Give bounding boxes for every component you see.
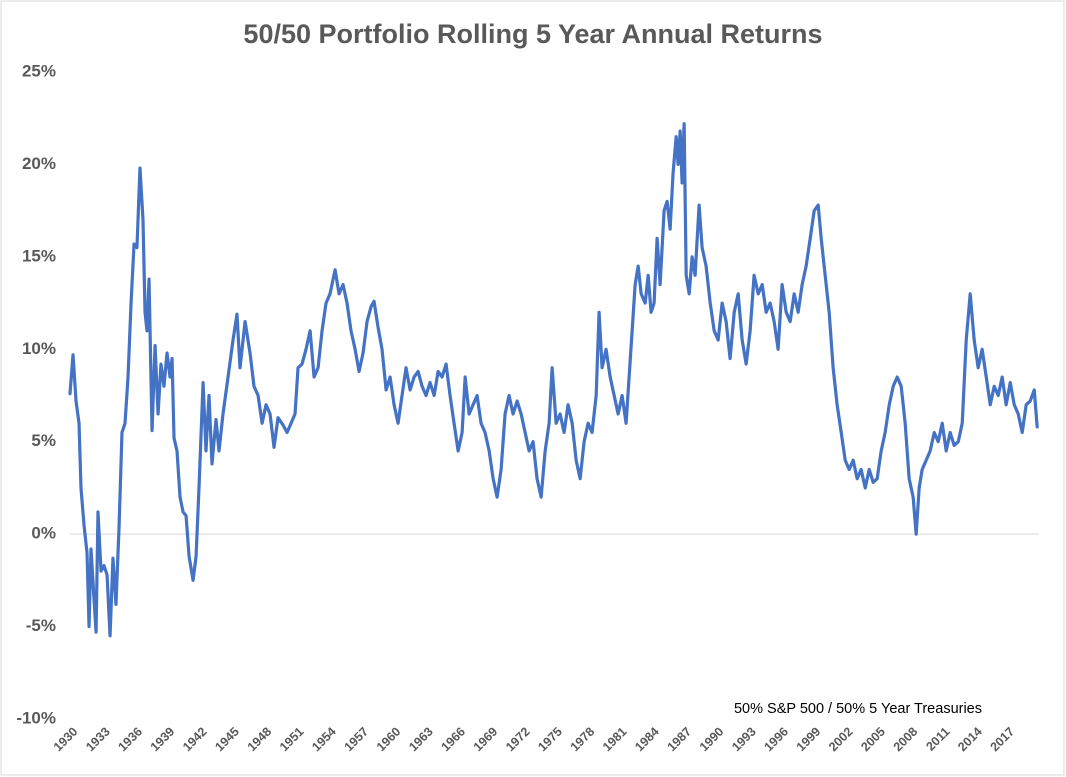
- chart-title: 50/50 Portfolio Rolling 5 Year Annual Re…: [243, 19, 822, 49]
- y-tick-label: 25%: [22, 61, 56, 80]
- y-tick-label: -10%: [16, 708, 56, 727]
- y-tick-label: 5%: [31, 431, 56, 450]
- y-tick-label: 0%: [31, 524, 56, 543]
- y-tick-label: 15%: [22, 246, 56, 265]
- y-tick-label: -5%: [26, 616, 56, 635]
- y-tick-label: 20%: [22, 154, 56, 173]
- data-line: [68, 122, 1039, 638]
- annotation: 50% S&P 500 / 50% 5 Year Treasuries: [734, 701, 982, 717]
- y-tick-label: 10%: [22, 339, 56, 358]
